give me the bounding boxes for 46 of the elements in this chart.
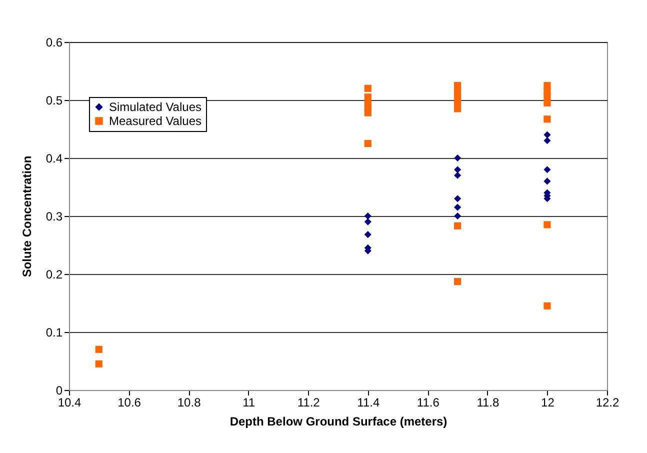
point <box>364 231 372 238</box>
x-tick-label: 12 <box>541 396 555 410</box>
x-tick-label: 11.4 <box>357 396 380 410</box>
point <box>454 166 462 174</box>
point <box>95 360 102 368</box>
point <box>454 172 462 179</box>
x-tick-label: 10.6 <box>118 396 142 410</box>
x-tick-label: 11.6 <box>416 396 440 410</box>
x-tick-label: 12.2 <box>596 396 620 410</box>
y-tick-label: 0.1 <box>46 326 63 340</box>
point <box>544 178 551 185</box>
point <box>544 221 551 228</box>
point <box>95 346 102 353</box>
x-tick-label: 11.2 <box>297 396 320 410</box>
point <box>544 99 551 106</box>
y-tick-label: 0 <box>56 384 63 398</box>
point <box>544 116 551 123</box>
point <box>454 204 462 211</box>
x-tick-label: 11.8 <box>476 396 500 410</box>
point <box>454 195 462 202</box>
legend-label: Measured Values <box>109 114 202 128</box>
point <box>454 212 462 220</box>
point <box>454 154 462 162</box>
point <box>364 84 372 92</box>
point <box>364 218 372 226</box>
y-tick-label: 0.5 <box>46 94 63 108</box>
y-axis-title: Solute Concentration <box>20 156 34 278</box>
x-tick-label: 11 <box>242 396 256 410</box>
point <box>454 278 462 286</box>
point <box>544 137 551 144</box>
legend-label: Simulated Values <box>109 100 202 114</box>
x-axis-title: Depth Below Ground Surface (meters) <box>230 414 448 428</box>
point <box>454 105 462 112</box>
point <box>454 222 462 230</box>
point <box>544 166 551 174</box>
x-tick-label: 10.4 <box>58 396 82 410</box>
point <box>364 212 372 220</box>
point <box>544 131 551 138</box>
y-tick-label: 0.2 <box>46 268 63 282</box>
point <box>364 140 372 148</box>
y-tick-label: 0.6 <box>46 36 63 50</box>
x-tick-label: 10.8 <box>177 396 202 410</box>
point <box>364 109 372 116</box>
y-tick-label: 0.3 <box>46 210 63 224</box>
point <box>544 302 551 310</box>
y-tick-label: 0.4 <box>46 152 63 166</box>
